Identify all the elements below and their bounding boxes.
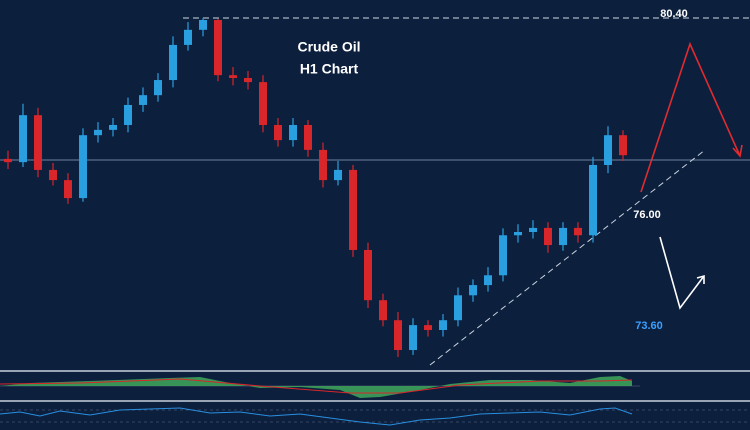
- candle-body: [619, 135, 627, 156]
- red-arrowhead: [732, 144, 743, 158]
- candle-body: [424, 325, 432, 331]
- indicator-histogram: [0, 376, 632, 398]
- candle-body: [64, 180, 72, 199]
- candle-body: [49, 169, 57, 181]
- candle-body: [484, 275, 492, 286]
- candle-body: [19, 115, 27, 163]
- white-arrowhead: [696, 274, 705, 284]
- candle-body: [289, 124, 297, 141]
- candle-body: [559, 227, 567, 246]
- candle-body: [4, 158, 12, 163]
- candle-body: [229, 75, 237, 79]
- level-label: 80.40: [660, 8, 688, 20]
- candle-body: [274, 124, 282, 141]
- candle-body: [259, 82, 267, 125]
- oscillator-line: [0, 407, 633, 426]
- candle-body: [109, 124, 117, 130]
- chart-subtitle: H1 Chart: [300, 61, 359, 77]
- chart-title: Crude Oil: [297, 39, 360, 55]
- candle-body: [199, 20, 207, 30]
- candle-body: [469, 285, 477, 296]
- candle-body: [244, 78, 252, 83]
- level-label: 73.60: [635, 320, 663, 332]
- candle-body: [529, 227, 537, 232]
- candle-body: [364, 249, 372, 301]
- trend-line: [429, 149, 706, 366]
- candle-body: [544, 227, 552, 246]
- candle-body: [319, 149, 327, 181]
- candle-body: [154, 80, 162, 96]
- candle-body: [304, 124, 312, 150]
- candle-body: [409, 325, 417, 351]
- candle-body: [574, 227, 582, 236]
- indicator-signal: [0, 378, 633, 394]
- candle-body: [379, 300, 387, 321]
- candle-body: [169, 44, 177, 81]
- candle-body: [394, 320, 402, 351]
- candle-body: [124, 104, 132, 125]
- candle-body: [214, 20, 222, 76]
- candle-body: [184, 29, 192, 45]
- candle-body: [34, 115, 42, 170]
- white-projection: [659, 236, 705, 310]
- candle-body: [514, 231, 522, 236]
- candle-body: [79, 135, 87, 199]
- candle-body: [604, 135, 612, 166]
- red-projection: [640, 41, 741, 193]
- candle-body: [499, 235, 507, 276]
- level-label: 76.00: [633, 209, 661, 221]
- candle-body: [439, 320, 447, 331]
- candle-body: [94, 129, 102, 136]
- candle-body: [349, 169, 357, 250]
- candle-body: [454, 295, 462, 321]
- candle-body: [139, 95, 147, 105]
- candle-body: [589, 165, 597, 236]
- candle-body: [334, 169, 342, 181]
